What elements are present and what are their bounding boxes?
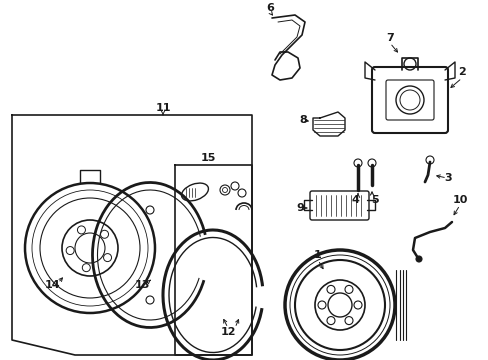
Text: 13: 13 xyxy=(134,280,149,290)
Text: 7: 7 xyxy=(386,33,393,43)
Text: 4: 4 xyxy=(350,195,358,205)
Text: 12: 12 xyxy=(220,327,235,337)
Text: 10: 10 xyxy=(451,195,467,205)
Text: 1: 1 xyxy=(313,250,321,260)
Text: 5: 5 xyxy=(370,195,378,205)
Text: 14: 14 xyxy=(44,280,60,290)
Text: 15: 15 xyxy=(200,153,215,163)
Text: 11: 11 xyxy=(155,103,170,113)
Text: 3: 3 xyxy=(443,173,451,183)
Circle shape xyxy=(415,256,421,262)
Text: 9: 9 xyxy=(295,203,304,213)
Text: 6: 6 xyxy=(265,3,273,13)
Text: 8: 8 xyxy=(299,115,306,125)
Text: 2: 2 xyxy=(457,67,465,77)
